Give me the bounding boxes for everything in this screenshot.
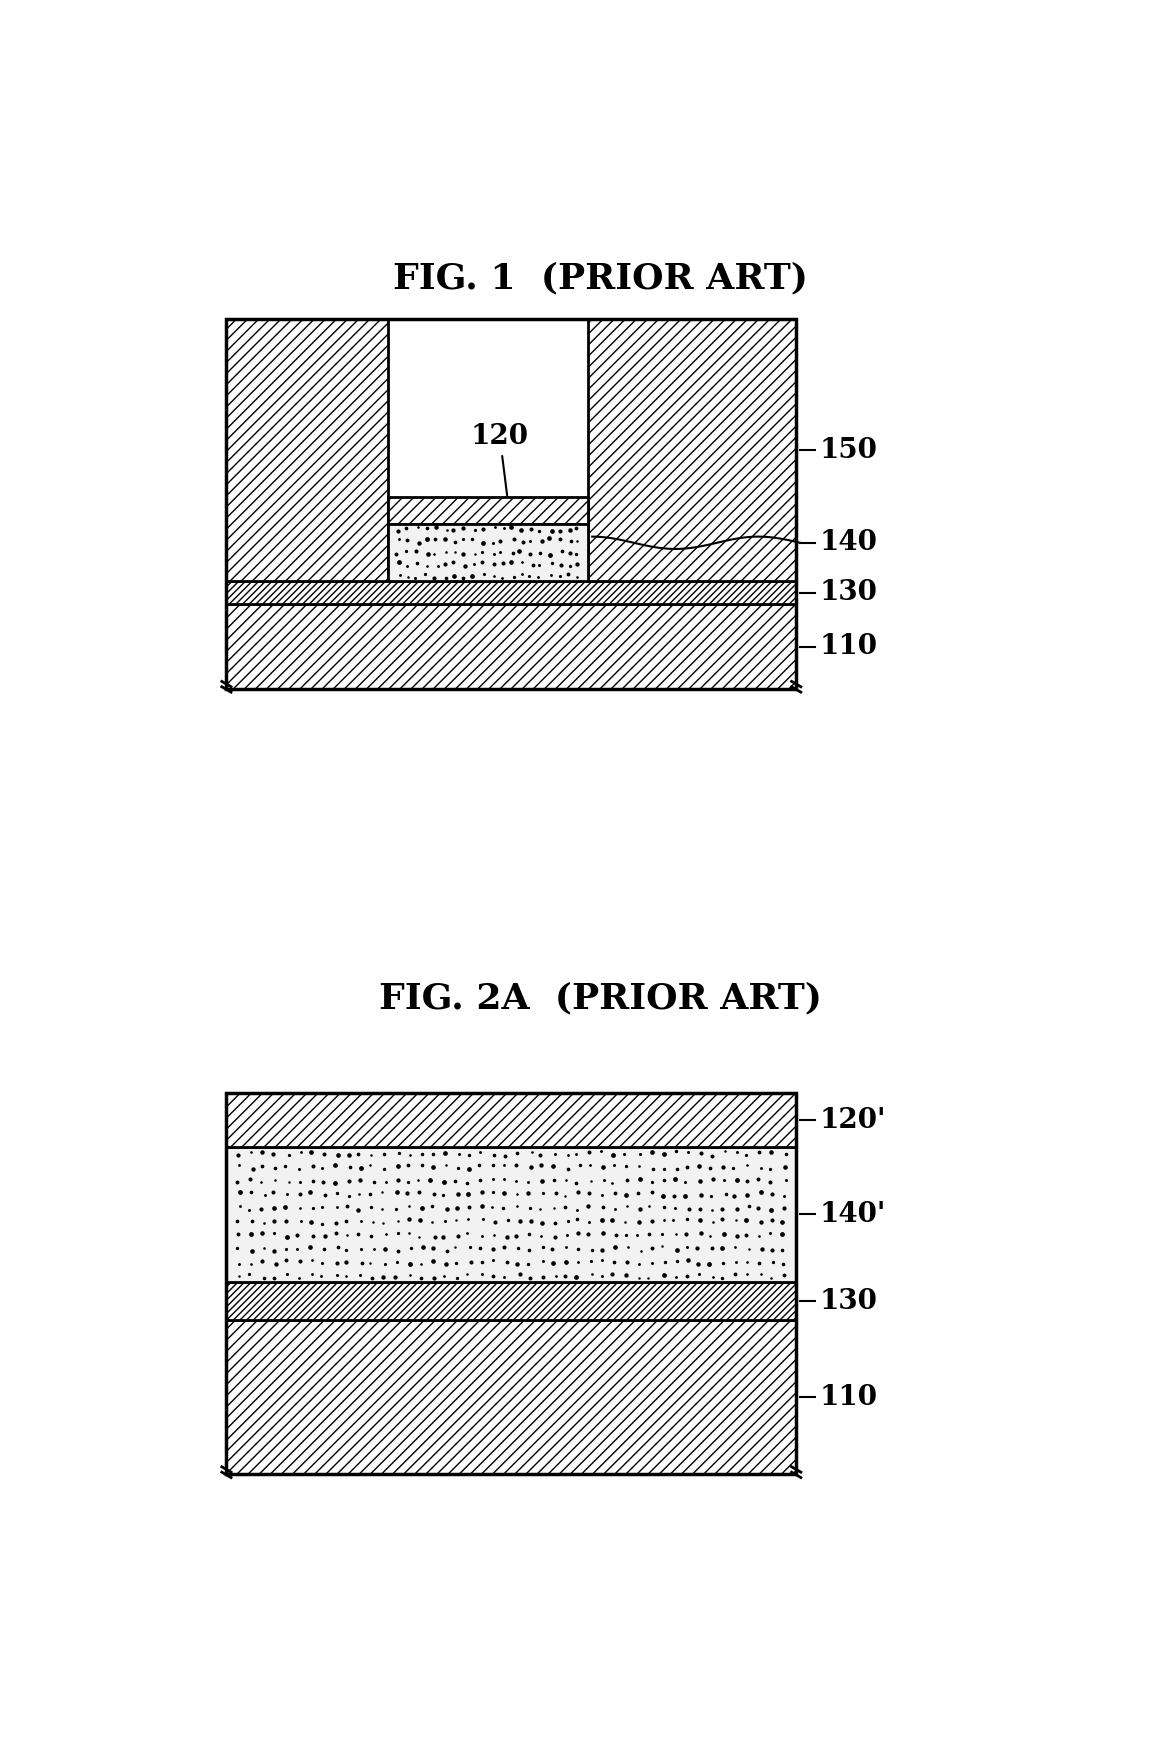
Bar [226,1147,796,1282]
Bar [588,319,796,582]
Text: 120: 120 [471,423,529,496]
Text: FIG. 1  (PRIOR ART): FIG. 1 (PRIOR ART) [393,261,809,296]
Text: 110: 110 [819,1385,878,1411]
Text: 130: 130 [819,1288,877,1314]
Text: 140: 140 [819,529,877,556]
Bar [226,319,388,582]
Bar [388,497,588,524]
Bar [226,1094,796,1147]
Bar [226,1321,796,1475]
Bar [226,319,796,690]
Bar [226,582,796,605]
Bar [226,605,796,690]
Text: 130: 130 [819,579,877,607]
Text: 140': 140' [819,1201,886,1228]
Bar [226,1094,796,1475]
Text: FIG. 2A  (PRIOR ART): FIG. 2A (PRIOR ART) [380,983,822,1016]
Text: 110: 110 [819,633,878,660]
Bar [388,524,588,582]
Bar [226,1282,796,1321]
Text: 150: 150 [819,437,877,464]
Text: 120': 120' [819,1106,886,1134]
